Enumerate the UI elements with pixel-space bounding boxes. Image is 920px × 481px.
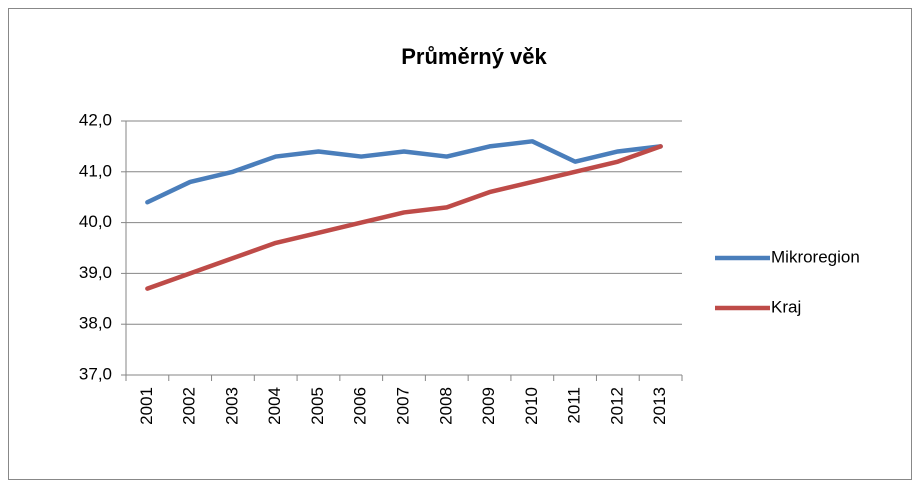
x-tick-label: 2001 [137,387,156,425]
y-tick-label: 37,0 [79,364,112,383]
y-tick-label: 40,0 [79,212,112,231]
x-tick-label: 2009 [479,387,498,425]
x-tick-label: 2005 [308,387,327,425]
x-tick-label: 2002 [180,387,199,425]
series-line [145,144,663,291]
chart-title: Průměrný věk [401,44,547,69]
chart-border [8,8,912,480]
y-tick-label: 38,0 [79,314,112,333]
x-tick-label: 2010 [522,387,541,425]
y-tick-label: 39,0 [79,263,112,282]
x-tick-label: 2003 [222,387,241,425]
x-tick-label: 2012 [607,387,626,425]
x-tick-label: 2013 [650,387,669,425]
x-tick-label: 2008 [436,387,455,425]
x-tick-label: 2004 [265,387,284,425]
y-tick-label: 42,0 [79,110,112,129]
x-tick-label: 2007 [393,387,412,425]
series-line [145,139,663,205]
legend-label: Mikroregion [771,247,860,266]
x-tick-label: 2011 [565,387,584,424]
legend-label: Kraj [771,297,801,316]
x-tick-label: 2006 [351,387,370,425]
y-tick-label: 41,0 [79,161,112,180]
